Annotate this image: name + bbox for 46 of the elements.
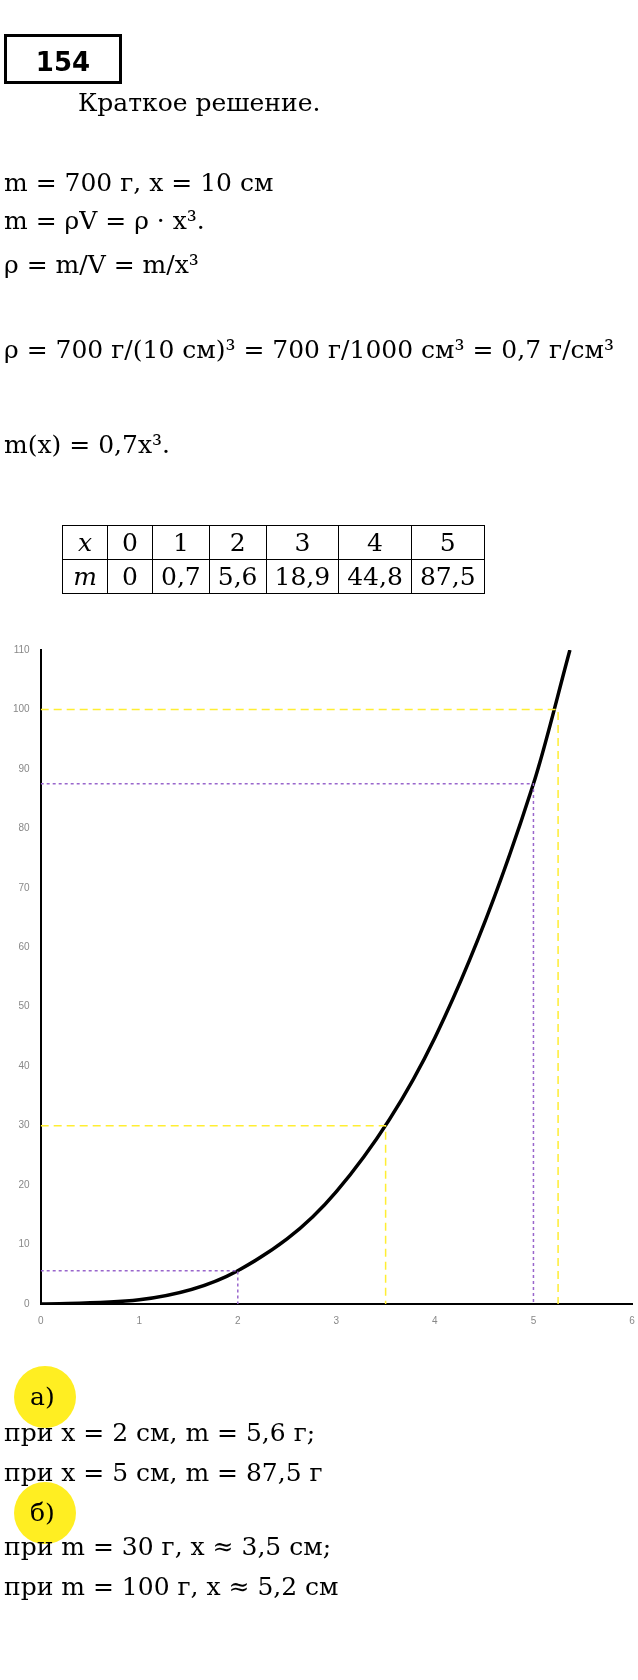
chart-subtitle: Краткое решение. bbox=[78, 88, 321, 117]
text: при m = 30 г, x ≈ 3,5 см; bbox=[4, 1532, 332, 1561]
text: m(x) = 0,7x³. bbox=[4, 430, 170, 459]
y-tick-label: 40 bbox=[18, 1059, 31, 1071]
text: 18,9 bbox=[266, 559, 339, 594]
y-tick-label: 110 bbox=[13, 643, 31, 655]
y-tick-label: 0 bbox=[24, 1297, 31, 1309]
text: 0,7 bbox=[152, 559, 210, 594]
y-tick-label: 10 bbox=[18, 1238, 31, 1250]
text: 87,5 bbox=[411, 559, 485, 594]
text: при m = 100 г, x ≈ 5,2 см bbox=[4, 1572, 339, 1601]
text: ρ = m/V = m/x³ bbox=[4, 250, 199, 279]
x-tick-label: 5 bbox=[530, 1314, 537, 1326]
text: 5 bbox=[411, 525, 485, 560]
text: 4 bbox=[338, 525, 412, 560]
text: m bbox=[73, 562, 97, 591]
text: 1 bbox=[152, 525, 210, 560]
y-tick-label: 30 bbox=[18, 1119, 31, 1131]
x-tick-label: 0 bbox=[37, 1314, 44, 1326]
text: m = ρV = ρ · x³. bbox=[4, 206, 205, 235]
x-tick-label: 2 bbox=[235, 1314, 242, 1326]
text: m = 700 г, x = 10 см bbox=[4, 168, 274, 197]
y-tick-label: 60 bbox=[18, 941, 31, 953]
text: ρ = 700 г/(10 см)³ = 700 г/1000 см³ = 0,7 г/см³ bbox=[4, 335, 615, 364]
x-tick-label: 3 bbox=[333, 1314, 340, 1326]
text: при x = 2 см, m = 5,6 г; bbox=[4, 1418, 316, 1447]
text: а) bbox=[30, 1382, 55, 1411]
text: x bbox=[77, 528, 93, 557]
y-tick-label: 70 bbox=[18, 881, 31, 893]
text: 0 bbox=[107, 559, 153, 594]
y-tick-label: 50 bbox=[18, 1000, 31, 1012]
x-tick-label: 4 bbox=[432, 1314, 439, 1326]
text: 5,6 bbox=[209, 559, 267, 594]
text: 0 bbox=[107, 525, 153, 560]
y-tick-label: 100 bbox=[13, 703, 31, 715]
y-tick-label: 90 bbox=[18, 762, 31, 774]
text: 2 bbox=[209, 525, 267, 560]
y-tick-label: 20 bbox=[18, 1178, 31, 1190]
text: 3 bbox=[266, 525, 339, 560]
chart-title: 154 bbox=[4, 34, 122, 84]
x-tick-label: 1 bbox=[136, 1314, 143, 1326]
text: 44,8 bbox=[338, 559, 412, 594]
text: б) bbox=[30, 1498, 55, 1527]
text: при x = 5 см, m = 87,5 г bbox=[4, 1458, 323, 1487]
x-tick-label: 6 bbox=[629, 1314, 636, 1326]
y-tick-label: 80 bbox=[18, 822, 31, 834]
